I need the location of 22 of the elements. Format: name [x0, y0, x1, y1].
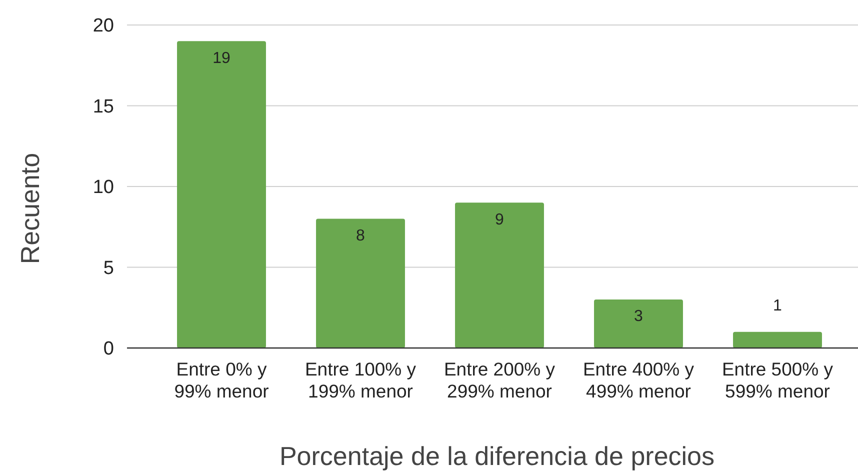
y-tick-label: 5 [103, 258, 114, 279]
x-tick-label: Entre 100% y 199% menor [304, 358, 417, 402]
bar [594, 300, 683, 348]
y-tick-label: 20 [92, 16, 114, 37]
y-tick-label: 10 [92, 177, 114, 198]
bar [316, 218, 405, 348]
data-label: 3 [634, 308, 644, 326]
y-axis-title: Recuento [15, 152, 46, 264]
y-tick-label: 0 [103, 338, 114, 360]
data-label: 19 [212, 50, 230, 67]
x-axis-title: Porcentaje de la diferencia de precios [279, 441, 715, 472]
bar [177, 41, 266, 348]
data-label: 9 [495, 211, 504, 228]
x-tick-label: Entre 200% y 299% menor [444, 358, 556, 402]
x-tick-label: Entre 400% y 499% menor [582, 358, 695, 402]
y-tick-label: 15 [92, 96, 114, 118]
x-tick-label: Entre 0% y 99% menor [174, 358, 269, 402]
bar [733, 332, 822, 348]
data-label: 1 [773, 297, 782, 314]
bar [455, 202, 544, 348]
x-tick-label: Entre 500% y 599% menor [722, 358, 834, 402]
data-label: 8 [356, 227, 366, 244]
